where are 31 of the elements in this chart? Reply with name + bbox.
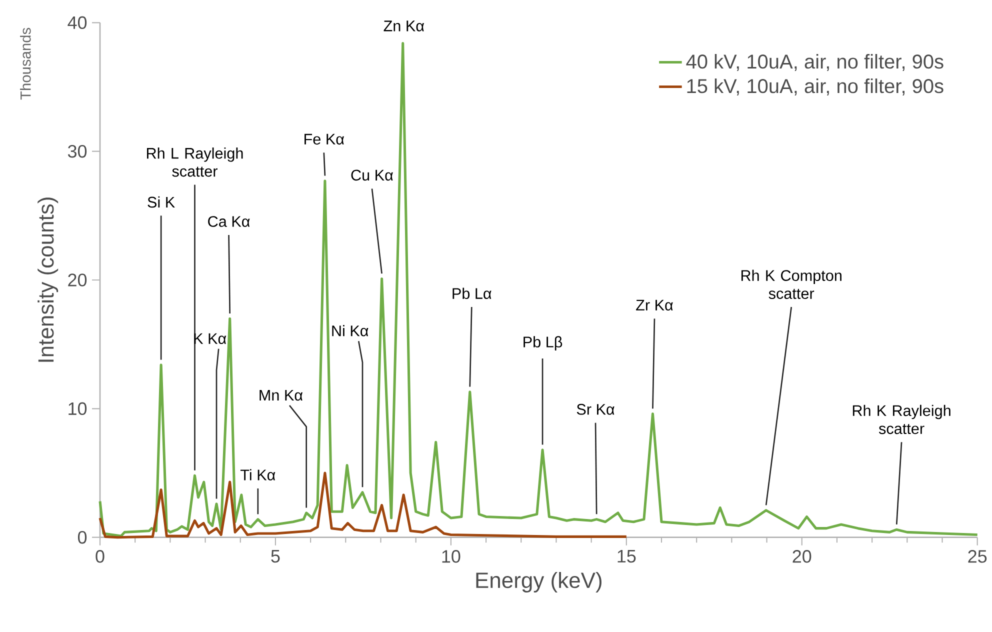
text: Thousands <box>20 28 31 100</box>
y-tick-label: 30 <box>68 144 87 158</box>
annotation: Rh K Compton scatter <box>741 270 842 299</box>
x-tick-label: 5 <box>271 550 280 563</box>
annotation: Pb Lα <box>452 288 492 299</box>
annotation: Mn Kα <box>260 390 303 401</box>
annotation: Ni Kα <box>332 325 368 336</box>
annotation: Ti Kα <box>240 469 276 480</box>
annotation: Pb Lβ <box>524 336 562 350</box>
legend-label: 40 kV, 10uA, air, no filter, 90s <box>686 54 944 72</box>
annotation: Sr Kα <box>576 404 614 415</box>
annotation: Rh K Rayleigh scatter <box>852 404 950 434</box>
annotation: Rh L Rayleigh scatter <box>147 147 243 177</box>
annotation: Fe Kα <box>304 134 344 145</box>
annotation: Zr Kα <box>636 300 673 311</box>
y-axis-title: Intensity (counts) <box>38 198 58 362</box>
annotation: Zn Kα <box>384 20 424 32</box>
y-tick-label: 10 <box>68 402 87 416</box>
annotation: Ca Kα <box>208 216 250 227</box>
legend-label: 15 kV, 10uA, air, no filter, 90s <box>687 78 944 96</box>
x-axis-title: Energy (keV) <box>476 572 602 592</box>
x-tick-label: 15 <box>618 550 636 563</box>
y-tick-label: 20 <box>68 274 87 286</box>
annotation: Si K <box>148 196 175 208</box>
y-tick-label: 40 <box>68 16 87 30</box>
x-tick-label: 0 <box>96 550 104 563</box>
x-tick-label: 20 <box>792 550 812 563</box>
x-tick-label: 10 <box>442 550 460 563</box>
x-tick-label: 25 <box>968 550 987 563</box>
annotation: Cu Kα <box>351 170 393 181</box>
y-tick-label: 0 <box>78 530 87 544</box>
